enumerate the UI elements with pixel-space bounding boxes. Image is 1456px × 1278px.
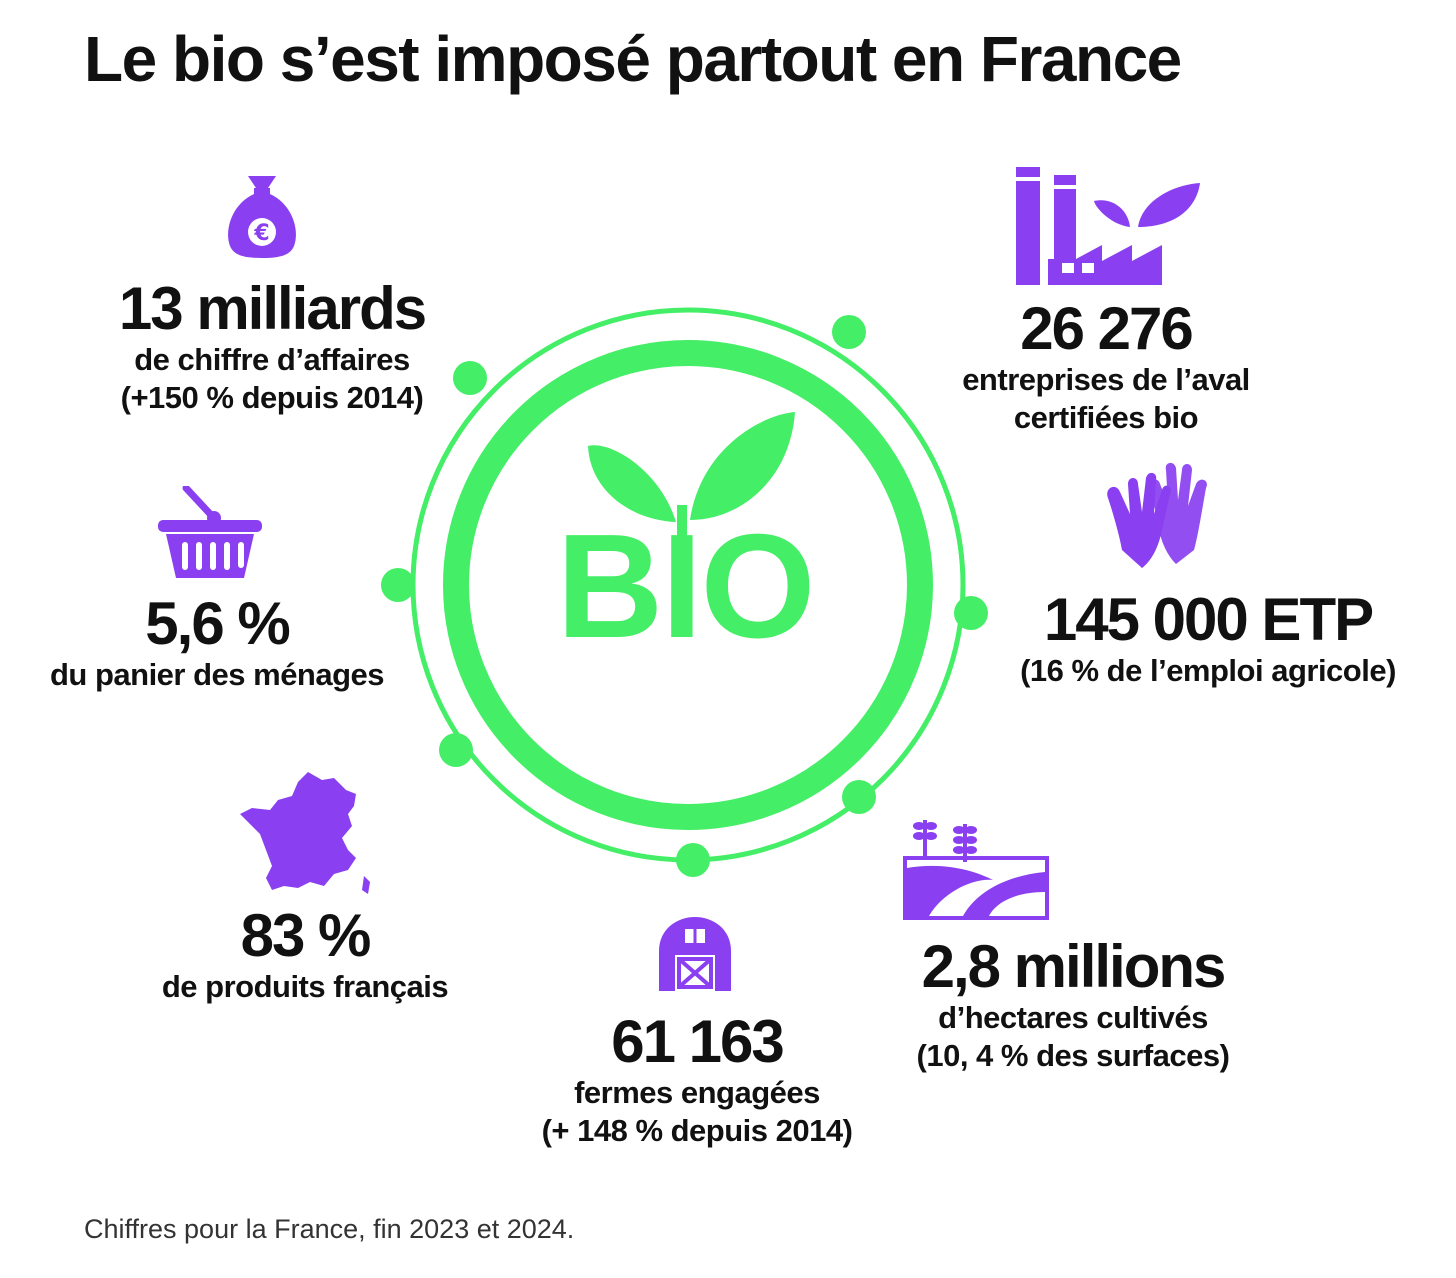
stat-caption: de chiffre d’affaires	[134, 342, 410, 377]
barn-icon	[659, 917, 731, 991]
money-bag-euro-icon: €	[228, 176, 296, 258]
fields-icon	[903, 820, 1049, 920]
ring-dot	[842, 780, 876, 814]
gloves-icon	[1107, 462, 1207, 568]
stat-caption: de produits français	[161, 969, 449, 1004]
france-map-icon	[240, 772, 370, 894]
sprout-leaves-icon	[588, 412, 795, 540]
stat-chiffre-affaires: 13 milliards de chiffre d’affaires (+150…	[118, 275, 427, 417]
stat-caption: (+150 % depuis 2014)	[120, 380, 424, 415]
stat-value: 13 milliards	[118, 275, 427, 342]
stat-hectares: 2,8 millions d’hectares cultivés (10, 4 …	[917, 935, 1230, 1075]
ring-dot	[954, 596, 988, 630]
stat-value: 145 000 ETP	[1043, 586, 1374, 653]
ring-dot	[381, 568, 415, 602]
stat-caption: (16 % de l’emploi agricole)	[1020, 653, 1396, 688]
ring-dot	[676, 843, 710, 877]
stat-caption: fermes engagées	[574, 1075, 820, 1110]
stat-value: 26 276	[1020, 295, 1194, 362]
stat-caption: certifiées bio	[1013, 400, 1199, 435]
stat-caption: (+ 148 % depuis 2014)	[541, 1113, 853, 1148]
footnote: Chiffres pour la France, fin 2023 et 202…	[84, 1214, 575, 1244]
stat-caption: du panier des ménages	[49, 657, 385, 692]
inner-ring	[443, 340, 933, 830]
stat-fermes: 61 163 fermes engagées (+ 148 % depuis 2…	[542, 1010, 853, 1150]
ring-dot	[453, 361, 487, 395]
page-title: Le bio s’est imposé partout en France	[84, 23, 1182, 95]
stat-value: 61 163	[611, 1008, 785, 1075]
stat-value: 2,8 millions	[921, 933, 1227, 1000]
ring-dots	[381, 315, 988, 877]
factory-leaf-icon	[1016, 167, 1200, 285]
stat-caption: (10, 4 % des surfaces)	[916, 1038, 1230, 1073]
stat-emploi: 145 000 ETP (16 % de l’emploi agricole)	[1020, 588, 1396, 690]
shopping-basket-icon	[158, 486, 262, 578]
stat-caption: d’hectares cultivés	[938, 1000, 1208, 1035]
stat-entreprises: 26 276 entreprises de l’aval certifiées …	[962, 297, 1250, 437]
ring-dot	[439, 733, 473, 767]
stat-caption: entreprises de l’aval	[962, 362, 1250, 397]
stat-panier: 5,6 % du panier des ménages	[49, 590, 385, 694]
stat-value: 83 %	[240, 902, 372, 969]
stat-value: 5,6 %	[145, 590, 290, 657]
stat-produits: 83 % de produits français	[161, 902, 449, 1006]
bio-center-label: BIO	[556, 504, 815, 669]
svg-text:€: €	[253, 221, 269, 246]
ring-dot	[832, 315, 866, 349]
